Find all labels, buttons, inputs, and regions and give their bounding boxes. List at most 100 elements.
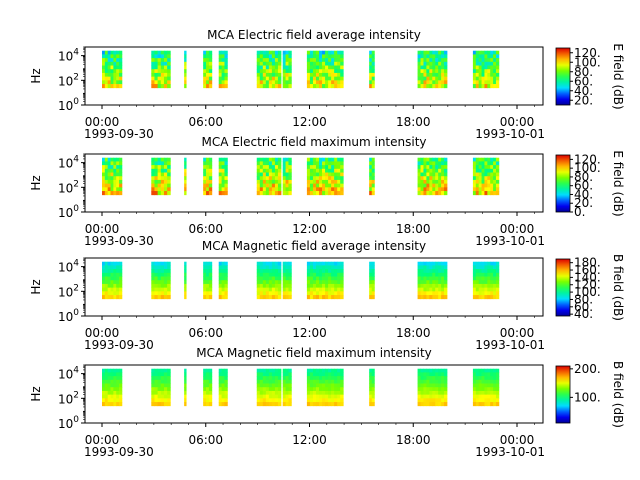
data-cell <box>319 65 323 70</box>
data-cell <box>371 272 375 277</box>
data-cell <box>478 84 482 89</box>
data-cell <box>285 187 289 192</box>
data-cell <box>163 291 168 296</box>
data-cell <box>322 295 326 300</box>
data-cell <box>426 72 430 78</box>
data-cell <box>259 54 264 59</box>
data-cell <box>481 179 485 185</box>
data-cell <box>429 72 433 78</box>
data-cell <box>331 291 335 296</box>
data-cell <box>493 161 497 166</box>
data-cell <box>337 372 341 377</box>
data-cell <box>184 84 187 89</box>
data-cell <box>184 265 187 270</box>
data-cell <box>274 402 279 407</box>
data-cell <box>151 69 155 74</box>
data-cell <box>110 402 114 407</box>
x-tick-label: 06:00 <box>188 433 223 447</box>
data-cell <box>331 50 335 55</box>
data-cell <box>268 50 273 55</box>
data-cell <box>102 72 106 78</box>
data-cell <box>116 58 120 63</box>
data-band <box>256 50 282 89</box>
data-cell <box>271 295 276 300</box>
data-cell <box>206 179 210 185</box>
data-cell <box>493 390 497 396</box>
data-cell <box>325 187 329 192</box>
data-cell <box>221 280 225 285</box>
data-cell <box>487 157 491 162</box>
data-cell <box>441 372 445 377</box>
data-cell <box>157 165 162 170</box>
data-cell <box>262 276 267 281</box>
data-cell <box>274 269 279 274</box>
data-cell <box>265 76 270 81</box>
data-cell <box>154 372 159 377</box>
data-cell <box>160 261 165 266</box>
data-cell <box>441 172 445 177</box>
data-cell <box>481 276 485 281</box>
data-cell <box>481 54 485 59</box>
data-cell <box>206 280 210 285</box>
data-cell <box>268 283 273 289</box>
data-cell <box>371 168 375 173</box>
data-cell <box>268 165 273 170</box>
data-cell <box>432 379 436 384</box>
x-tick-label: 00:00 <box>500 433 535 447</box>
data-cell <box>163 368 168 373</box>
data-cell <box>319 176 323 181</box>
data-cell <box>420 387 424 392</box>
data-cell <box>478 172 482 177</box>
data-cell <box>309 272 314 277</box>
data-cell <box>475 276 480 281</box>
data-cell <box>154 191 159 196</box>
data-band <box>102 261 123 300</box>
data-cell <box>487 69 491 74</box>
y-tick-label: 104 <box>58 366 79 382</box>
data-cell <box>268 76 273 81</box>
data-cell <box>423 69 427 74</box>
data-cell <box>420 261 424 266</box>
data-cell <box>306 283 311 289</box>
x-tick-label: 00:00 <box>85 222 120 236</box>
data-cell <box>184 183 187 188</box>
data-cell <box>274 387 279 392</box>
data-cell <box>107 390 111 396</box>
data-cell <box>157 54 162 59</box>
data-cell <box>371 390 375 396</box>
data-cell <box>110 58 114 63</box>
data-cell <box>369 265 373 270</box>
data-cell <box>337 183 341 188</box>
data-cell <box>208 191 213 196</box>
data-cell <box>203 269 207 274</box>
data-cell <box>429 61 433 66</box>
data-cell <box>113 61 117 66</box>
data-cell <box>369 291 373 296</box>
data-cell <box>435 383 439 388</box>
data-cell <box>334 372 338 377</box>
data-cell <box>154 387 159 392</box>
data-cell <box>484 398 488 403</box>
data-cell <box>417 276 421 281</box>
data-cell <box>484 383 488 388</box>
data-cell <box>475 72 480 78</box>
data-cell <box>478 295 482 300</box>
data-cell <box>429 176 433 181</box>
data-cell <box>495 387 500 392</box>
data-cell <box>331 390 335 396</box>
data-cell <box>218 50 222 55</box>
data-cell <box>218 191 222 196</box>
data-cell <box>113 376 117 381</box>
data-cell <box>331 283 335 289</box>
data-cell <box>369 179 373 185</box>
y-tick-label: 102 <box>58 283 79 299</box>
data-cell <box>271 383 276 388</box>
data-cell <box>334 283 338 289</box>
data-cell <box>157 295 162 300</box>
data-cell <box>282 187 286 192</box>
data-cell <box>116 183 120 188</box>
data-cell <box>325 191 329 196</box>
data-cell <box>435 176 439 181</box>
data-cell <box>334 394 338 399</box>
data-cell <box>184 161 187 166</box>
